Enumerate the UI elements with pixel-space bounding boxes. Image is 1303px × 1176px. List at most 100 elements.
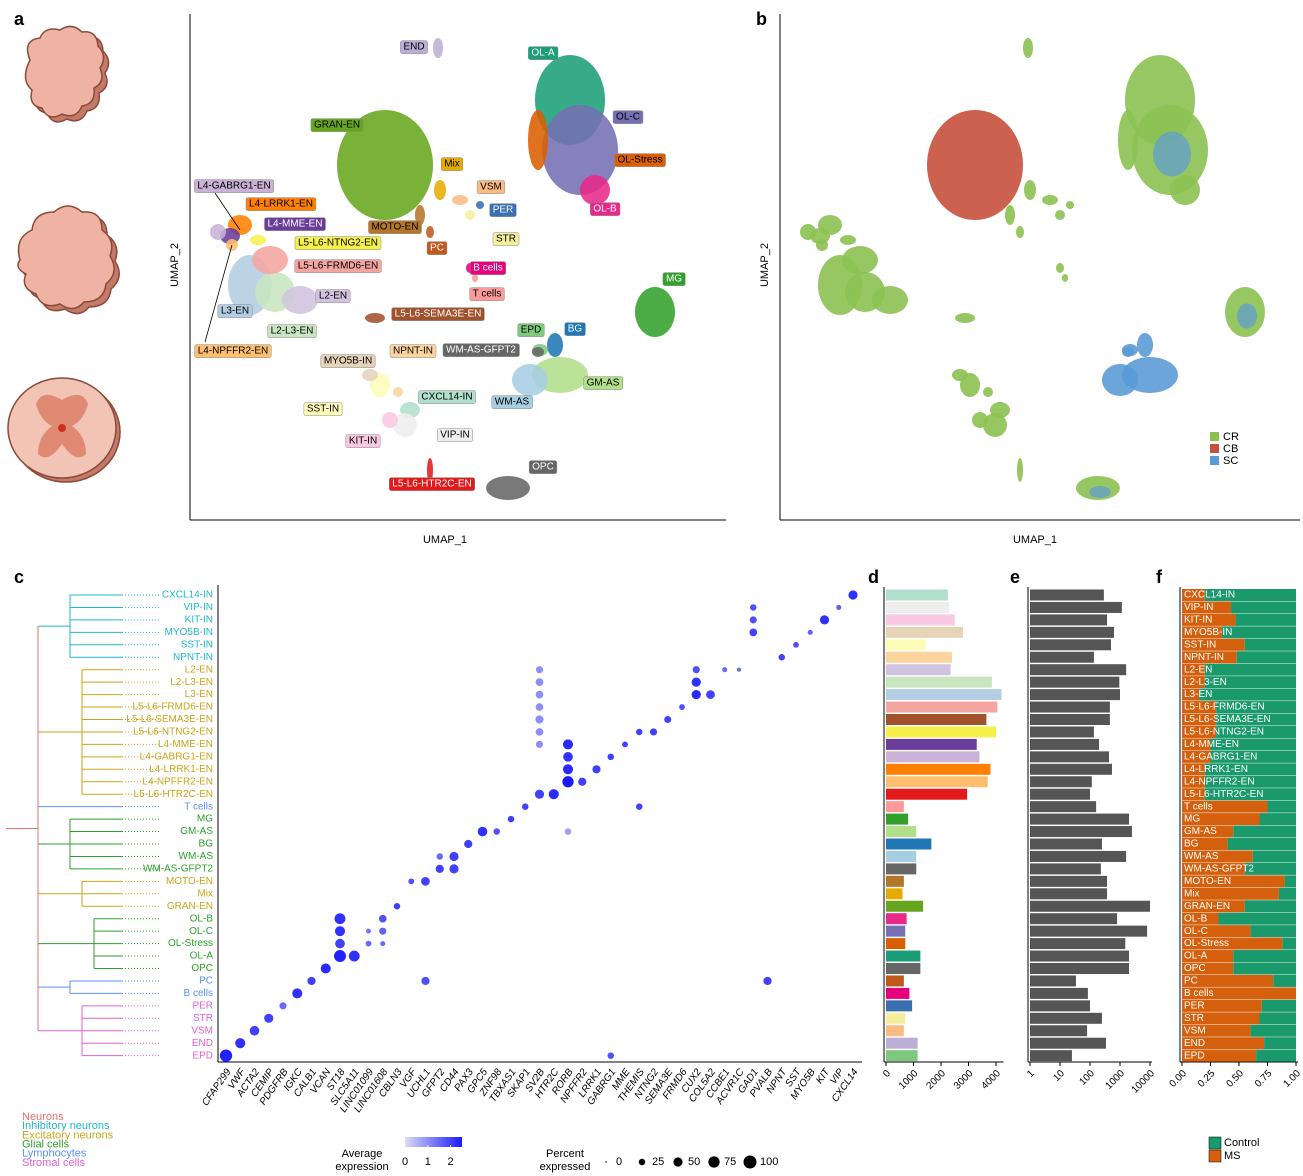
bar-category: L2-L3-EN (1184, 677, 1227, 688)
bar-segment (1210, 738, 1296, 751)
group-legend: Glial cells (22, 1139, 70, 1151)
region-cells (1042, 195, 1058, 205)
legend-label: MS (1224, 1150, 1241, 1162)
cluster-label: L4-LRRK1-EN (245, 197, 317, 211)
expression-dot (320, 963, 331, 974)
region-cells (955, 313, 975, 323)
cluster-cells (210, 224, 226, 240)
bar-segment (1199, 688, 1296, 701)
bar (1030, 589, 1104, 601)
size-key-label: 50 (688, 1156, 700, 1168)
cluster-label: VIP-IN (437, 428, 473, 442)
color-tick-label: 2 (448, 1156, 454, 1168)
expression-dot (807, 629, 813, 635)
bar-category: EPD (1184, 1050, 1205, 1061)
expression-dot (522, 803, 529, 810)
cluster-label: CXCL14-IN (418, 390, 476, 404)
bar (886, 689, 1002, 701)
expression-dot (334, 950, 346, 963)
row-label: BG (199, 839, 214, 850)
expression-dot (421, 876, 430, 886)
color-tick-label: 1 (425, 1156, 431, 1168)
bar-category: L5-L6-HTR2C-EN (1184, 789, 1263, 800)
expression-dot (421, 976, 430, 986)
bar (886, 838, 932, 850)
cluster-name: EPD (521, 325, 542, 336)
region-cells (1055, 210, 1065, 220)
bar-segment (1227, 838, 1296, 850)
bar (886, 1012, 906, 1024)
bar-category: WM-AS (1184, 851, 1219, 862)
cluster-label: GRAN-EN (310, 118, 364, 132)
cluster-cells (252, 246, 288, 274)
cluster-cells (393, 387, 403, 397)
expression-dot (778, 654, 785, 661)
region-cells (952, 369, 968, 381)
cluster-label: L4-NPFFR2-EN (194, 344, 272, 358)
legend-label: CB (1223, 443, 1238, 455)
bar-segment (1231, 601, 1296, 614)
label-box (426, 241, 448, 255)
cluster-cells (337, 110, 433, 220)
bar (886, 925, 906, 937)
label-box (583, 376, 623, 390)
expression-dot (292, 988, 303, 999)
bar (886, 963, 921, 974)
cerebrum-icon (24, 25, 110, 123)
cluster-name: PER (493, 205, 514, 216)
cluster-label: MOTO-EN (368, 220, 422, 234)
bar (886, 726, 996, 738)
bar-segment (1182, 713, 1217, 726)
row-label: STR (193, 1013, 213, 1024)
expression-dot (819, 615, 830, 625)
bar (886, 788, 968, 800)
cluster-label: END (400, 40, 428, 54)
cluster-name: STR (496, 234, 516, 245)
x-tick-label: 0.00 (1167, 1068, 1189, 1090)
cluster-cells (528, 110, 548, 170)
size-key (673, 1157, 683, 1167)
bar-category: BG (1184, 839, 1199, 850)
row-label: MYO5B-IN (165, 627, 213, 638)
expression-dot (749, 616, 757, 624)
bar (886, 1037, 918, 1049)
cluster-label: PC (426, 241, 448, 255)
bar-segment (1252, 850, 1296, 863)
size-key (638, 1158, 646, 1166)
expression-dot (607, 1052, 614, 1059)
cluster-label: KIT-IN (345, 434, 381, 448)
bar-category: NPNT-IN (1184, 652, 1224, 663)
legend-label: CR (1223, 431, 1239, 443)
row-label: VSM (191, 1025, 213, 1036)
bar-segment (1182, 925, 1251, 938)
row-label: L2-L3-EN (170, 677, 213, 688)
region-cells (1017, 458, 1023, 482)
bar (1030, 950, 1130, 962)
bar-segment (1267, 800, 1296, 813)
cluster-cells (250, 235, 266, 245)
bar-segment (1216, 701, 1296, 714)
size-key (605, 1161, 607, 1163)
bar-segment (1182, 775, 1205, 788)
cluster-name: L4-LRRK1-EN (249, 199, 313, 210)
bar-category: OL-Stress (1184, 938, 1229, 949)
label-box (315, 289, 351, 303)
cluster-name: CXCL14-IN (421, 392, 472, 403)
bar-category: L4-MME-EN (1184, 739, 1239, 750)
bar (1030, 900, 1150, 912)
expression-dot (534, 789, 545, 799)
label-box (264, 217, 326, 231)
cluster-label: OL-B (590, 202, 621, 216)
expression-dot (836, 604, 842, 610)
bar (1030, 726, 1094, 738)
bar-category: L4-GABRG1-EN (1184, 751, 1257, 762)
bar (886, 601, 950, 613)
cluster-name: L4-NPFFR2-EN (198, 346, 269, 357)
bar (1030, 1025, 1088, 1037)
bar (1030, 963, 1130, 974)
expression-dot (664, 715, 672, 724)
bar-segment (1182, 750, 1211, 763)
x-tick-label: 1000 (1103, 1068, 1127, 1092)
row-label: GM-AS (180, 826, 213, 837)
bar (1030, 714, 1110, 725)
